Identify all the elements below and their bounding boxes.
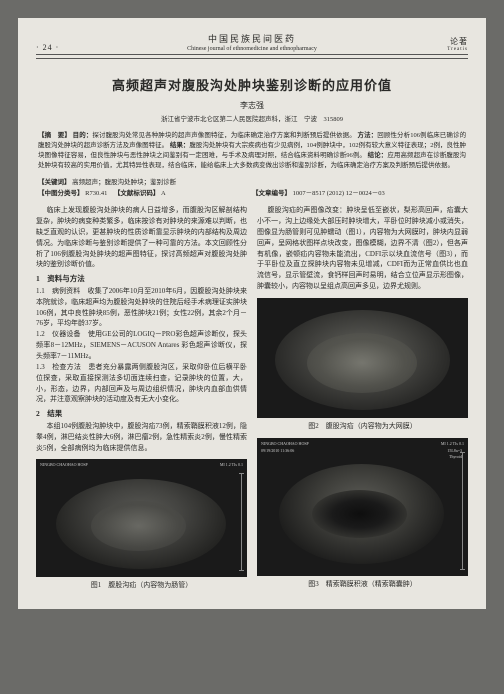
article-title: 高频超声对腹股沟处肿块鉴别诊断的应用价值 — [36, 75, 468, 94]
heading-2: 2 结果 — [36, 408, 247, 420]
sec-2: 本组104例腹股沟肿块中，腹股沟疝73例，精索鞘膜积液12例，隐睾4例，淋巴结炎… — [36, 421, 247, 454]
body-columns: 临床上发现腹股沟处肿块的病人日益增多，而腹股沟区解剖结构复杂，肿块的病变种类繁多… — [36, 205, 468, 591]
figure-1: NINGBO CHAOHAO HOSP MI 1.2 TIs 0.1 图1 腹股… — [36, 459, 247, 591]
section-label: 论著 Treatis — [428, 36, 468, 52]
figure-1-caption: 图1 腹股沟疝（内容物为肠管） — [36, 580, 247, 591]
author: 李志强 — [36, 100, 468, 111]
classifier-row: 【中图分类号】 R730.41 【文献标识码】 A 【文章编号】 1007－85… — [36, 187, 468, 197]
figure-3-caption: 图3 精索鞘膜积液（精索鞘囊肿） — [257, 579, 468, 590]
sec-1-1: 1.1 病例资料 收集了2006年10月至2010年6月，因腹股沟处肿块来本院就… — [36, 286, 247, 329]
sec-1-3: 1.3 检查方法 患者充分暴露两侧腹股沟区，采取仰卧位后横平卧位探查，采取直接探… — [36, 362, 247, 405]
heading-1: 1 资料与方法 — [36, 273, 247, 285]
header-bar: · 24 · 中国民族民间医药 Chinese journal of ethno… — [36, 32, 468, 55]
right-para: 腹股沟疝的声图像改变：肿块呈低至嵌状，梨形高回声，疝囊大小不一，沟上边缘处大部压… — [257, 205, 468, 292]
right-column: 腹股沟疝的声图像改变：肿块呈低至嵌状，梨形高回声，疝囊大小不一，沟上边缘处大部压… — [257, 205, 468, 591]
header-rule — [36, 58, 468, 59]
ultrasound-image-3: NINGBO CHAOHAO HOSP MI 1.2 TIs 0.1 09/19… — [257, 438, 468, 576]
figure-3: NINGBO CHAOHAO HOSP MI 1.2 TIs 0.1 09/19… — [257, 438, 468, 590]
keywords-row: 【关键词】 高频超声；腹股沟处肿块；鉴别诊断 — [36, 176, 468, 186]
journal-block: 中国民族民间医药 Chinese journal of ethnomedicin… — [76, 32, 428, 52]
abstract: 【摘 要】 目的：探讨腹股沟处常见各种肿块的超声声像图特征，为临床确定治疗方案和… — [36, 131, 468, 171]
sec-1-2: 1.2 仪器设备 使用GE公司的LOGIQ－PRO彩色超声诊断仪，探头频率8－1… — [36, 329, 247, 362]
page: { "header": { "page_num": "· 24 ·", "jou… — [18, 18, 486, 609]
intro-para: 临床上发现腹股沟处肿块的病人日益增多，而腹股沟区解剖结构复杂，肿块的病变种类繁多… — [36, 205, 247, 270]
journal-name-cn: 中国民族民间医药 — [76, 32, 428, 45]
left-column: 临床上发现腹股沟处肿块的病人日益增多，而腹股沟区解剖结构复杂，肿块的病变种类繁多… — [36, 205, 247, 591]
figure-2-caption: 图2 腹股沟疝（内容物为大网膜） — [257, 421, 468, 432]
page-number: · 24 · — [36, 43, 76, 52]
ultrasound-image-2 — [257, 298, 468, 418]
ultrasound-image-1: NINGBO CHAOHAO HOSP MI 1.2 TIs 0.1 — [36, 459, 247, 577]
journal-name-en: Chinese journal of ethnomedicine and eth… — [76, 46, 428, 52]
figure-2: 图2 腹股沟疝（内容物为大网膜） — [257, 298, 468, 432]
affiliation: 浙江省宁波市北仑区第二人民医院超声科，浙江 宁波 315809 — [36, 113, 468, 123]
